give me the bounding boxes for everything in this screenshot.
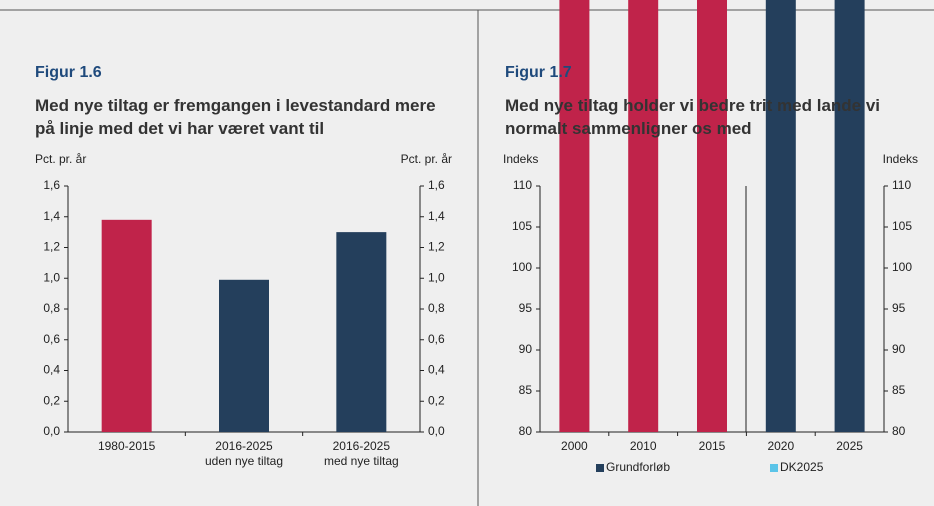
y-tick-label: 0,6: [428, 332, 445, 346]
figure-label: Figur 1.6: [35, 64, 102, 81]
legend-swatch: [770, 464, 778, 472]
bar-segment: [765, 0, 796, 432]
bar-segment: [628, 0, 659, 433]
x-tick-label: 2010: [629, 439, 657, 453]
bar-segment: [559, 0, 590, 432]
y-axis-label: Indeks: [503, 152, 538, 166]
y-tick-label: 95: [519, 301, 533, 315]
y-axis-label: Indeks: [883, 152, 918, 166]
y-tick-label: 80: [892, 424, 906, 438]
bar-segment: [834, 0, 865, 432]
legend-swatch: [596, 464, 604, 472]
y-tick-label: 0,4: [428, 363, 445, 377]
y-axis-label: Pct. pr. år: [401, 152, 452, 166]
legend-label: Grundforløb: [606, 460, 670, 474]
y-tick-label: 0,0: [428, 424, 445, 438]
figure-label: Figur 1.7: [505, 64, 572, 81]
y-tick-label: 110: [892, 178, 911, 192]
x-tick-label: 2015: [698, 439, 726, 453]
bar: [336, 232, 387, 432]
x-tick-label: 2016-2025 med nye tiltag: [323, 439, 399, 468]
y-tick-label: 1,6: [428, 178, 445, 192]
y-axis-label: Pct. pr. år: [35, 152, 86, 166]
y-tick-label: 80: [519, 424, 533, 438]
y-tick-label: 1,2: [428, 240, 445, 254]
x-tick-label: 2020: [767, 439, 795, 453]
y-tick-label: 95: [892, 301, 906, 315]
y-tick-label: 1,2: [43, 240, 60, 254]
y-tick-label: 0,2: [43, 393, 60, 407]
y-tick-label: 90: [519, 342, 533, 356]
y-tick-label: 100: [512, 260, 532, 274]
y-tick-label: 110: [513, 178, 532, 192]
y-tick-label: 0,0: [43, 424, 60, 438]
y-tick-label: 0,6: [43, 332, 60, 346]
y-tick-label: 1,6: [43, 178, 60, 192]
y-tick-label: 1,0: [428, 270, 445, 284]
bar: [101, 219, 152, 432]
y-tick-label: 105: [892, 219, 912, 233]
y-tick-label: 0,8: [43, 301, 60, 315]
chart-title: Med nye tiltag er fremgangen i levestand…: [35, 96, 436, 138]
y-tick-label: 90: [892, 342, 906, 356]
y-tick-label: 100: [892, 260, 912, 274]
y-tick-label: 0,8: [428, 301, 445, 315]
y-tick-label: 1,4: [428, 209, 445, 223]
y-tick-label: 85: [519, 383, 533, 397]
x-tick-label: 2000: [561, 439, 588, 453]
x-tick-label: 1980-2015: [97, 439, 156, 453]
bar-segment: [697, 0, 727, 432]
bar: [219, 279, 269, 432]
x-tick-label: 2016-2025 uden nye tiltag: [204, 439, 284, 468]
y-tick-label: 105: [512, 219, 532, 233]
chart-title: Med nye tiltag holder vi bedre trit med …: [505, 96, 881, 138]
x-tick-label: 2025: [836, 439, 863, 453]
legend-label: DK2025: [780, 460, 824, 474]
y-tick-label: 0,4: [43, 363, 60, 377]
y-tick-label: 1,4: [43, 209, 60, 223]
y-tick-label: 1,0: [43, 270, 60, 284]
y-tick-label: 0,2: [428, 393, 445, 407]
y-tick-label: 85: [892, 383, 906, 397]
